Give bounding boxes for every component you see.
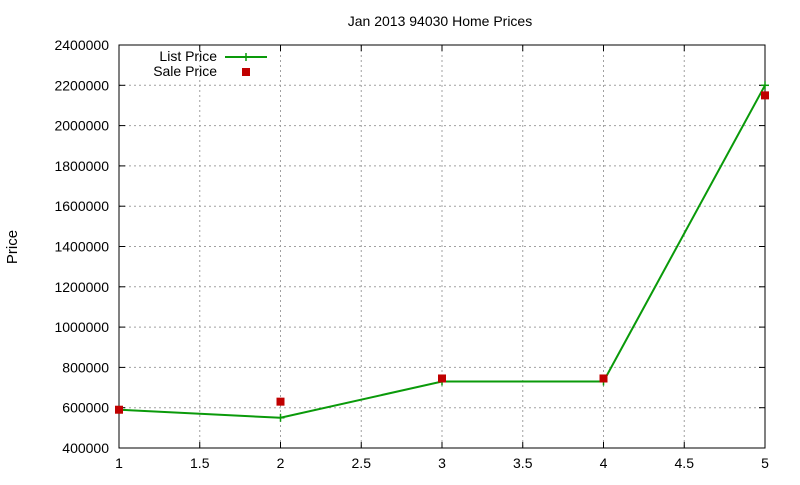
x-tick-label: 2: [277, 455, 285, 471]
x-tick-label: 4: [600, 455, 608, 471]
sale-price-point: [276, 397, 285, 406]
legend-swatch-list-price: [225, 53, 267, 61]
y-tick-label: 1000000: [54, 319, 109, 335]
list-price-point: [761, 81, 769, 90]
x-tick-label: 3.5: [513, 455, 533, 471]
y-tick-label: 2400000: [54, 37, 109, 53]
y-tick-label: 1600000: [54, 198, 109, 214]
y-tick-label: 1800000: [54, 158, 109, 174]
legend-plus-marker: [242, 53, 250, 61]
y-tick-label: 400000: [62, 440, 109, 456]
y-tick-label: 1200000: [54, 279, 109, 295]
x-tick-label: 2.5: [352, 455, 372, 471]
legend-label-list-price: List Price: [159, 48, 217, 64]
x-tick-label: 4.5: [675, 455, 695, 471]
y-tick-label: 2000000: [54, 118, 109, 134]
legend: List Price Sale Price: [153, 48, 267, 79]
y-tick-label: 800000: [62, 359, 109, 375]
legend-square-marker: [242, 68, 250, 76]
y-tick-label: 600000: [62, 400, 109, 416]
series-layer: [115, 81, 769, 422]
grid-lines: [119, 45, 765, 448]
y-axis-label: Price: [4, 230, 21, 264]
chart-title: Jan 2013 94030 Home Prices: [348, 13, 532, 29]
y-tick-label: 1400000: [54, 239, 109, 255]
legend-swatch-sale-price: [242, 68, 250, 76]
sale-price-point: [761, 91, 769, 100]
sale-price-point: [115, 405, 123, 414]
x-tick-label: 1.5: [190, 455, 210, 471]
y-tick-label: 2200000: [54, 77, 109, 93]
sale-price-point: [438, 374, 446, 383]
legend-label-sale-price: Sale Price: [153, 63, 217, 79]
list-price-point: [276, 413, 285, 422]
sale-price-point: [599, 374, 608, 383]
x-tick-label: 5: [761, 455, 769, 471]
axis-ticks: 1 1.5 2 2.5 3 3.5 4 4.5 5 400000 600000 800000 10000…: [54, 37, 769, 471]
x-tick-label: 3: [438, 455, 446, 471]
x-tick-label: 1: [115, 455, 123, 471]
